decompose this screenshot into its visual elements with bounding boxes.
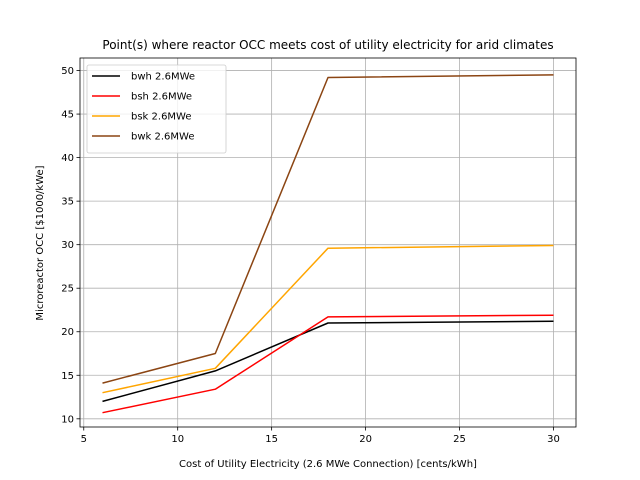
series-layer	[102, 74, 554, 414]
x-tick-label: 25	[453, 434, 466, 445]
series-line-1	[102, 314, 554, 414]
y-tick-label: 50	[61, 66, 74, 77]
series-line-0	[102, 320, 554, 403]
x-tick-label: 5	[81, 434, 87, 445]
y-tick-label: 40	[61, 153, 74, 164]
y-tick-label: 15	[61, 371, 74, 382]
y-tick-label: 25	[61, 284, 74, 295]
legend-label-1: bsh 2.6MWe	[131, 92, 192, 103]
y-tick-label: 30	[61, 240, 74, 251]
grid-lines	[80, 58, 576, 427]
series-line-2	[102, 244, 554, 394]
legend: bwh 2.6MWe bsh 2.6MWe bsk 2.6MWe bwk 2.6MWe	[86, 64, 227, 154]
legend-label-3: bwk 2.6MWe	[131, 132, 194, 143]
y-tick-label: 10	[61, 414, 74, 425]
legend-label-2: bsk 2.6MWe	[131, 112, 192, 123]
x-axis-label: Cost of Utility Electricity (2.6 MWe Con…	[179, 459, 477, 470]
x-tick-label: 20	[359, 434, 372, 445]
plot-frame	[79, 57, 577, 428]
series-line-3	[102, 74, 554, 384]
legend-box	[86, 64, 227, 154]
y-tick-label: 45	[61, 110, 74, 121]
y-axis: 10 15 20 25 30 35 40 45 50	[61, 66, 80, 425]
x-tick-label: 10	[171, 434, 184, 445]
y-tick-label: 20	[61, 327, 74, 338]
x-tick-label: 30	[547, 434, 560, 445]
x-tick-label: 15	[265, 434, 278, 445]
y-tick-label: 35	[61, 197, 74, 208]
legend-label-0: bwh 2.6MWe	[131, 72, 195, 83]
chart-title: Point(s) where reactor OCC meets cost of…	[102, 38, 553, 52]
x-axis: 5 10 15 20 25 30	[81, 427, 560, 445]
y-axis-label: Microreactor OCC [$1000/kWe]	[35, 165, 46, 320]
